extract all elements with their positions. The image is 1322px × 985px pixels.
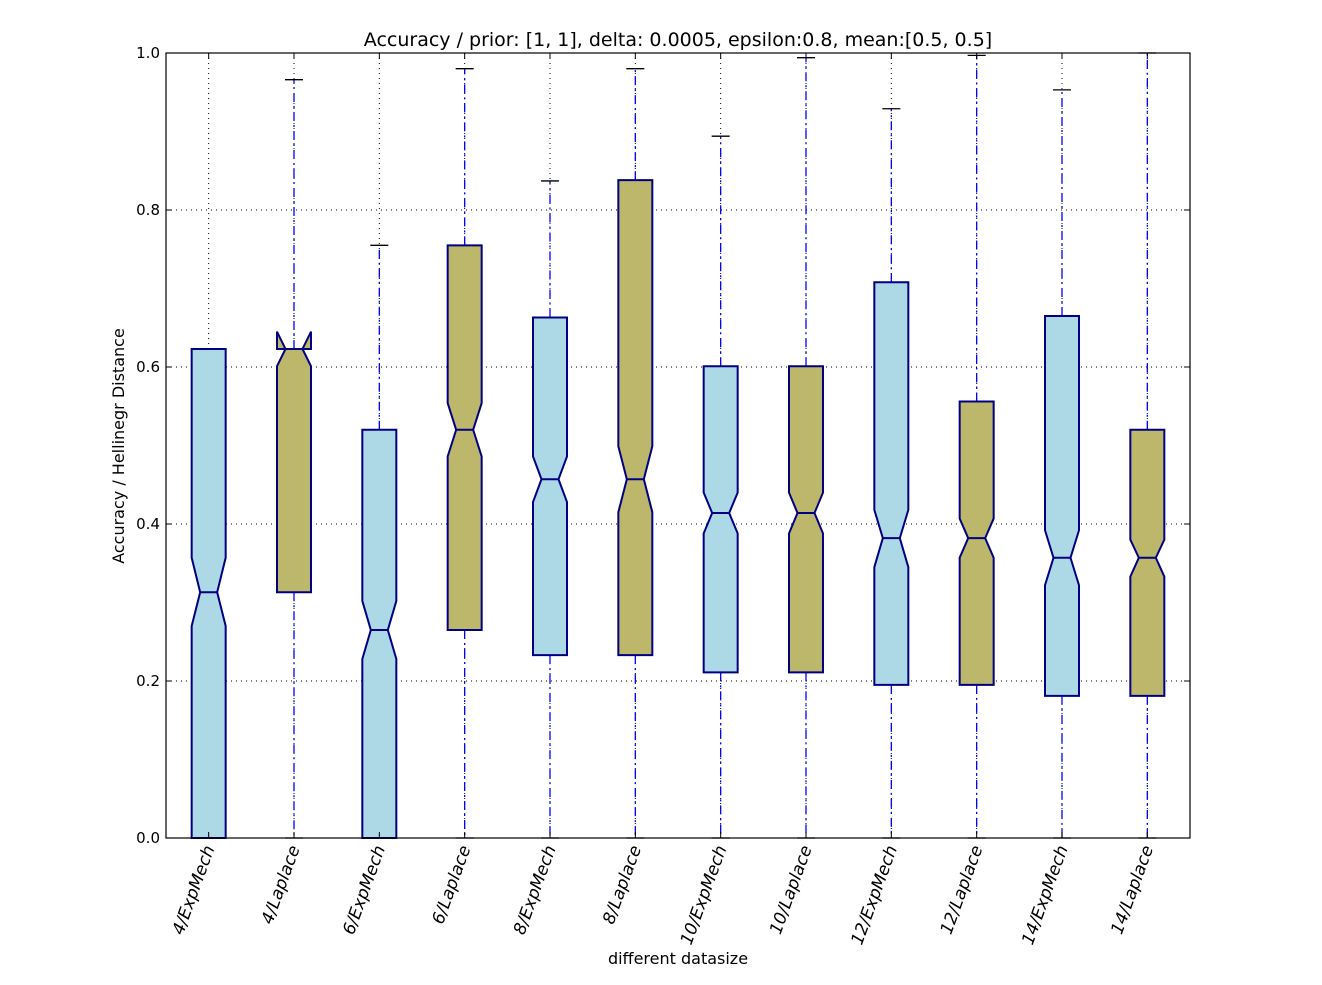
x-tick-label: 12/Laplace bbox=[937, 843, 988, 937]
notched-box bbox=[1044, 314, 1080, 697]
x-tick-label: 12/ExpMech bbox=[848, 843, 902, 948]
y-tick-label: 0.6 bbox=[136, 358, 160, 376]
notched-box bbox=[788, 365, 824, 674]
x-tick-label: 6/Laplace bbox=[429, 843, 476, 927]
notched-box bbox=[958, 400, 995, 686]
y-tick-label: 0.2 bbox=[136, 672, 160, 690]
notched-box bbox=[190, 347, 227, 839]
x-tick-label: 10/ExpMech bbox=[677, 843, 731, 948]
x-tick-label: 10/Laplace bbox=[766, 843, 817, 937]
x-axis-label: different datasize bbox=[608, 949, 748, 968]
x-tick-label: 14/ExpMech bbox=[1018, 843, 1072, 948]
notched-box bbox=[617, 179, 654, 657]
notched-box bbox=[702, 365, 739, 674]
x-tick-label: 4/ExpMech bbox=[169, 843, 220, 938]
x-tick-label: 8/Laplace bbox=[599, 843, 646, 927]
plot-area: 0.0 0.2 0.4 0.6 0.8 1.0 4/ExpMech 4/Laplace 6/Ex… bbox=[136, 44, 1191, 948]
plot-frame bbox=[165, 52, 1191, 839]
x-tick-label: 14/Laplace bbox=[1107, 843, 1158, 937]
x-tick-label: 6/ExpMech bbox=[339, 843, 390, 938]
y-tick-label: 0.8 bbox=[136, 201, 160, 219]
notched-box bbox=[532, 316, 568, 657]
notched-box bbox=[446, 244, 483, 631]
notched-box bbox=[276, 331, 312, 594]
y-tick-label: 0.4 bbox=[136, 515, 160, 533]
y-tick-label: 0.0 bbox=[136, 829, 160, 847]
notched-box bbox=[873, 281, 910, 686]
chart-title: Accuracy / prior: [1, 1], delta: 0.0005,… bbox=[364, 29, 992, 51]
x-tick-label: 4/Laplace bbox=[258, 843, 305, 927]
notched-box bbox=[361, 428, 398, 839]
y-tick-label: 1.0 bbox=[136, 44, 160, 62]
y-axis-label: Accuracy / Hellinegr Distance bbox=[109, 328, 128, 564]
x-tick-label: 8/ExpMech bbox=[510, 843, 561, 938]
notched-box bbox=[1129, 428, 1166, 697]
